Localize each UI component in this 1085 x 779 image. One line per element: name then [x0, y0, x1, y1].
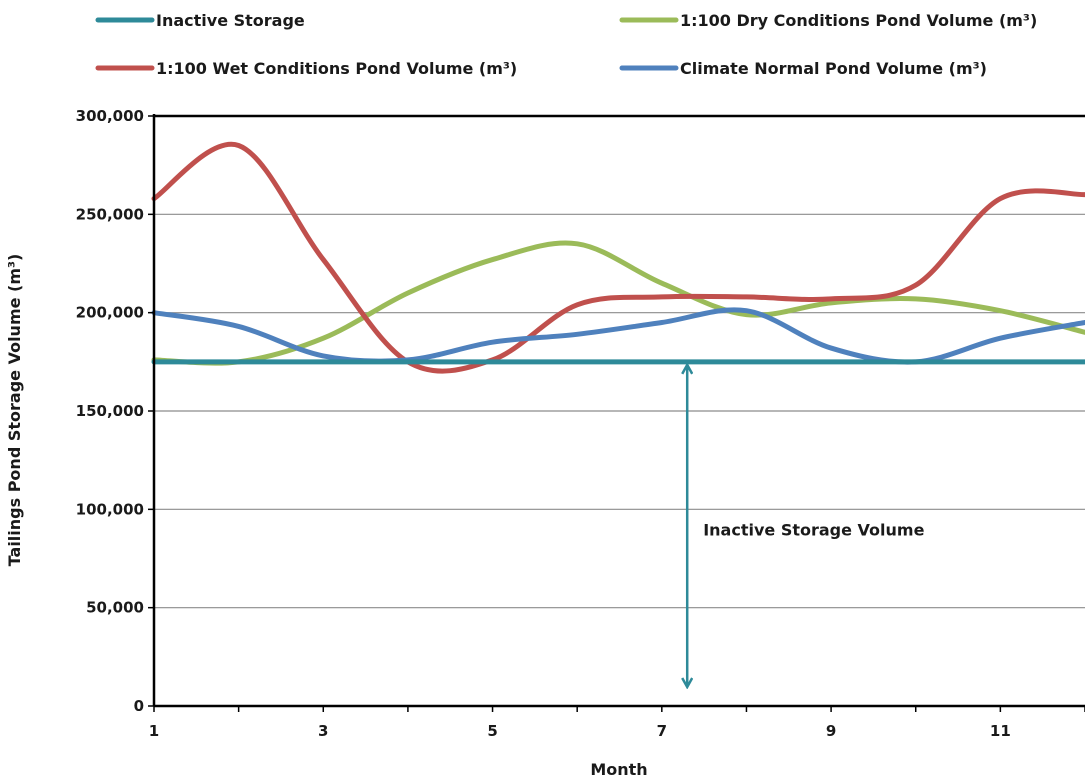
- y-tick-label-5: 250,000: [76, 205, 144, 223]
- series-layer: [151, 141, 1085, 374]
- legend-label-climate-normal: Climate Normal Pond Volume (m³): [680, 59, 987, 78]
- y-tick-label-2: 100,000: [76, 500, 144, 518]
- x-tick-label-3: 7: [657, 722, 667, 740]
- legend-label-wet-conditions: 1:100 Wet Conditions Pond Volume (m³): [156, 59, 517, 78]
- y-axis-title: Tailings Pond Storage Volume (m³): [5, 254, 24, 567]
- x-axis-title: Month: [590, 760, 647, 779]
- legend-label-inactive-storage: Inactive Storage: [156, 11, 305, 30]
- x-tick-label-1: 3: [318, 722, 328, 740]
- series-line-climate-normal: [151, 307, 1085, 365]
- series-line-wet-conditions: [151, 141, 1085, 374]
- x-tick-label-5: 11: [990, 722, 1011, 740]
- y-tick-label-6: 300,000: [76, 107, 144, 125]
- x-tick-label-2: 5: [487, 722, 497, 740]
- series-line-dry-conditions: [151, 240, 1085, 366]
- axes: [148, 114, 1085, 712]
- y-tick-label-1: 50,000: [86, 599, 144, 617]
- annotation-label: Inactive Storage Volume: [703, 520, 924, 539]
- y-tick-label-4: 200,000: [76, 304, 144, 322]
- x-tick-label-0: 1: [149, 722, 159, 740]
- x-tick-label-4: 9: [826, 722, 836, 740]
- y-tick-label-0: 0: [134, 697, 144, 715]
- legend: Inactive Storage 1:100 Dry Conditions Pon…: [95, 11, 1037, 78]
- y-tick-label-3: 150,000: [76, 402, 144, 420]
- annotation-layer: Inactive Storage Volume: [687, 366, 925, 686]
- tick-labels: 0 50,000 100,000 150,000 200,000 250,000 300,0…: [76, 107, 1011, 740]
- legend-label-dry-conditions: 1:100 Dry Conditions Pond Volume (m³): [680, 11, 1037, 30]
